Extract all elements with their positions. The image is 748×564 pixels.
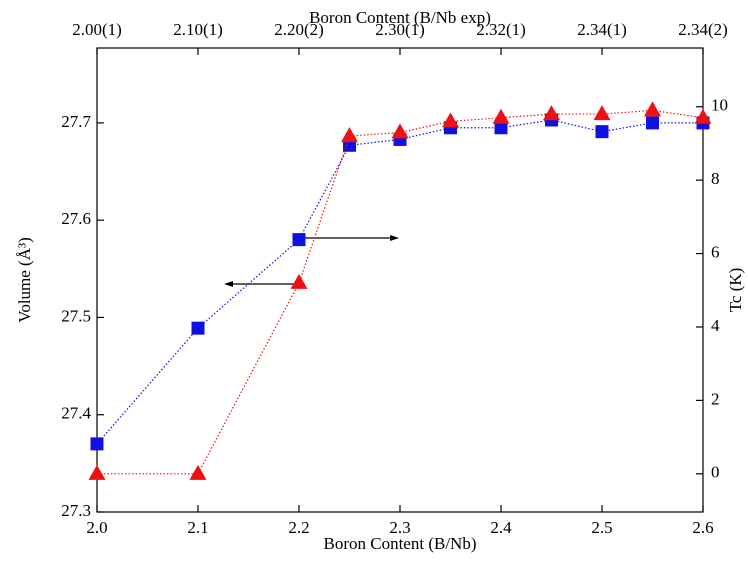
series-line xyxy=(97,109,704,475)
y-tick-label: 27.5 xyxy=(61,306,91,325)
x2-tick-label: 2.32(1) xyxy=(476,20,526,39)
x-tick-label: 2.3 xyxy=(389,518,410,537)
x-tick-label: 2.0 xyxy=(86,518,107,537)
series-line xyxy=(96,119,703,445)
y2-axis-title: Tc (K) xyxy=(726,268,745,313)
x2-axis-title: Boron Content (B/Nb exp) xyxy=(309,8,491,27)
x-tick-label: 2.4 xyxy=(490,518,512,537)
data-point xyxy=(391,123,409,139)
data-point xyxy=(595,125,609,139)
arrow-left xyxy=(224,281,300,287)
y-tick-label: 27.4 xyxy=(61,404,91,423)
y2-tick-label: 8 xyxy=(711,169,720,188)
data-point xyxy=(292,233,306,247)
x2-tick-label: 2.00(1) xyxy=(72,20,122,39)
plot-frame xyxy=(96,47,704,513)
data-point xyxy=(492,108,510,124)
x2-tick-label: 2.30(1) xyxy=(375,20,425,39)
data-point xyxy=(646,116,659,130)
data-point xyxy=(543,105,560,121)
y-tick-label: 27.6 xyxy=(61,209,91,228)
data-point xyxy=(593,105,611,121)
data-point xyxy=(90,437,104,451)
data-point xyxy=(290,273,308,289)
data-point xyxy=(442,112,459,128)
x2-tick-label: 2.20(2) xyxy=(274,20,324,39)
data-point xyxy=(341,127,358,143)
data-point xyxy=(189,464,207,480)
y2-tick-label: 4 xyxy=(711,316,720,335)
y2-tick-label: 0 xyxy=(711,463,720,482)
x2-tick-label: 2.34(2) xyxy=(678,20,728,39)
arrow-right xyxy=(300,235,399,241)
y2-tick-label: 10 xyxy=(711,96,728,115)
y2-tick-label: 2 xyxy=(711,389,720,408)
data-point xyxy=(644,101,661,117)
data-point xyxy=(88,464,106,480)
data-point xyxy=(494,121,508,135)
x-tick-label: 2.1 xyxy=(187,518,208,537)
y-tick-label: 27.3 xyxy=(61,501,91,520)
y2-tick-label: 6 xyxy=(711,242,720,261)
y-tick-label: 27.7 xyxy=(61,112,91,131)
x-axis-title: Boron Content (B/Nb) xyxy=(324,534,477,553)
x-tick-label: 2.6 xyxy=(692,518,713,537)
y-axis-title: Volume (Å³) xyxy=(15,237,34,323)
data-point xyxy=(191,321,205,335)
data-point xyxy=(694,108,712,124)
x-tick-label: 2.5 xyxy=(591,518,612,537)
x2-tick-label: 2.10(1) xyxy=(173,20,223,39)
x-tick-label: 2.2 xyxy=(288,518,309,537)
x2-tick-label: 2.34(1) xyxy=(577,20,627,39)
